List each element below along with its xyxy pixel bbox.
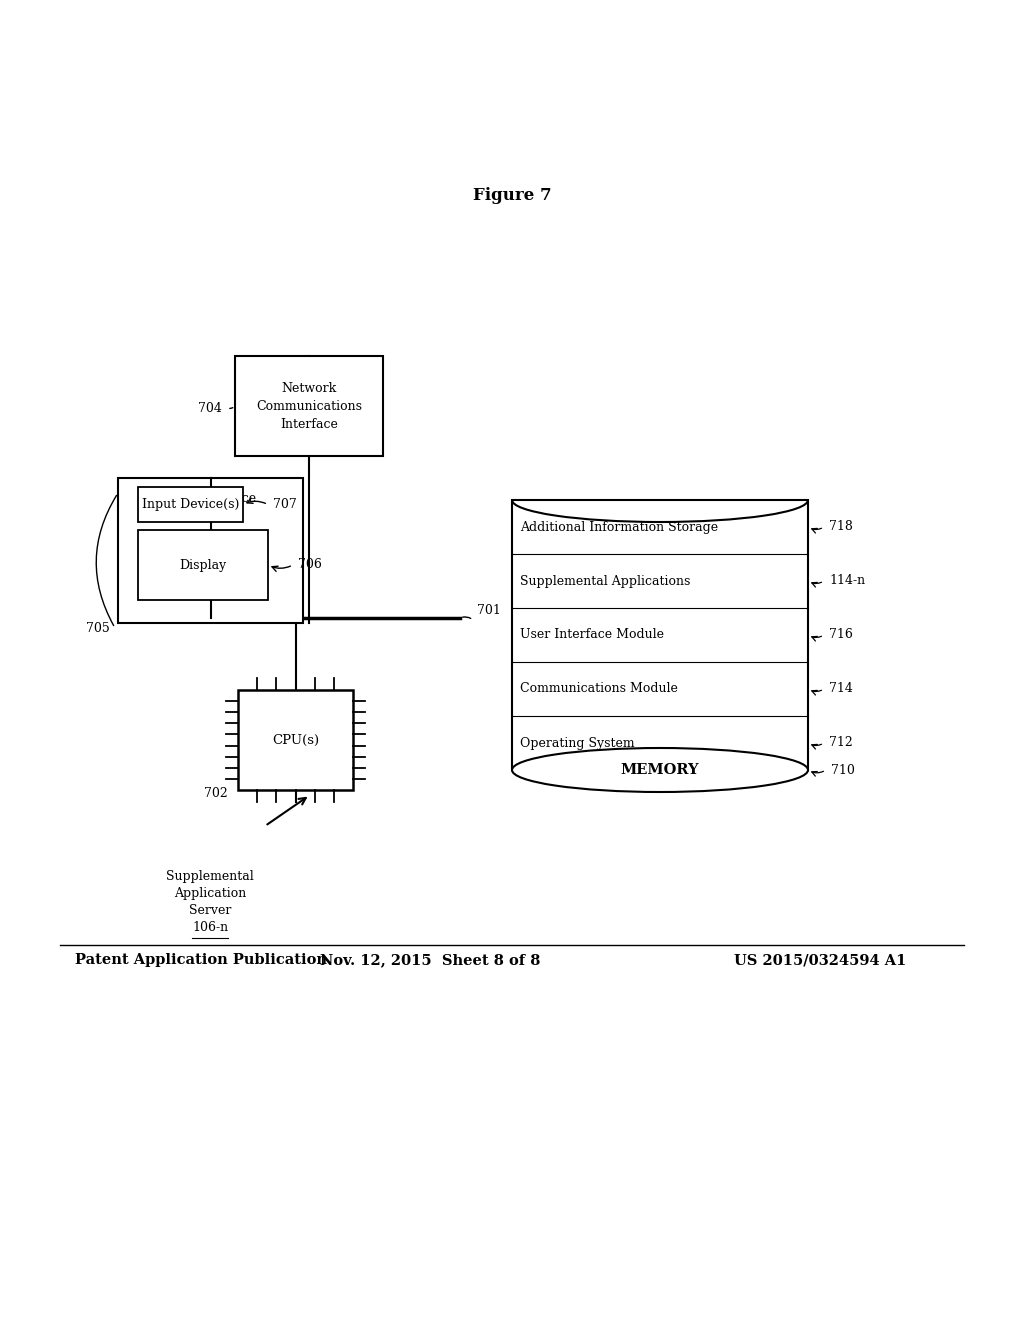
Text: US 2015/0324594 A1: US 2015/0324594 A1 <box>734 953 906 968</box>
Text: 710: 710 <box>831 763 855 776</box>
Text: User Interface: User Interface <box>165 492 257 506</box>
Text: 712: 712 <box>829 737 853 750</box>
Text: 114-n: 114-n <box>829 574 865 587</box>
Text: Patent Application Publication: Patent Application Publication <box>75 953 327 968</box>
Bar <box>238 690 353 789</box>
Text: Display: Display <box>179 558 226 572</box>
Text: Input Device(s): Input Device(s) <box>141 498 240 511</box>
Text: CPU(s): CPU(s) <box>272 734 319 747</box>
Text: MEMORY: MEMORY <box>621 763 699 777</box>
Text: Supplemental Applications: Supplemental Applications <box>520 574 690 587</box>
Bar <box>138 531 268 601</box>
Text: 714: 714 <box>829 682 853 696</box>
Text: 701: 701 <box>477 605 501 616</box>
Bar <box>234 356 383 455</box>
Text: 705: 705 <box>86 622 110 635</box>
Text: Nov. 12, 2015  Sheet 8 of 8: Nov. 12, 2015 Sheet 8 of 8 <box>319 953 541 968</box>
Text: 718: 718 <box>829 520 853 533</box>
Text: 707: 707 <box>273 498 297 511</box>
Text: Figure 7: Figure 7 <box>473 187 551 205</box>
Text: 706: 706 <box>298 558 322 572</box>
Text: Supplemental
Application
Server
106-n: Supplemental Application Server 106-n <box>166 870 254 935</box>
Text: Operating System: Operating System <box>520 737 635 750</box>
Bar <box>118 478 303 623</box>
Text: Additional Information Storage: Additional Information Storage <box>520 520 718 533</box>
Text: 702: 702 <box>204 787 228 800</box>
Text: Network
Communications
Interface: Network Communications Interface <box>256 381 362 430</box>
Text: 704: 704 <box>198 401 222 414</box>
Bar <box>512 500 808 770</box>
Text: User Interface Module: User Interface Module <box>520 628 664 642</box>
Text: 716: 716 <box>829 628 853 642</box>
Bar <box>138 487 243 521</box>
Text: Communications Module: Communications Module <box>520 682 678 696</box>
Ellipse shape <box>512 748 808 792</box>
